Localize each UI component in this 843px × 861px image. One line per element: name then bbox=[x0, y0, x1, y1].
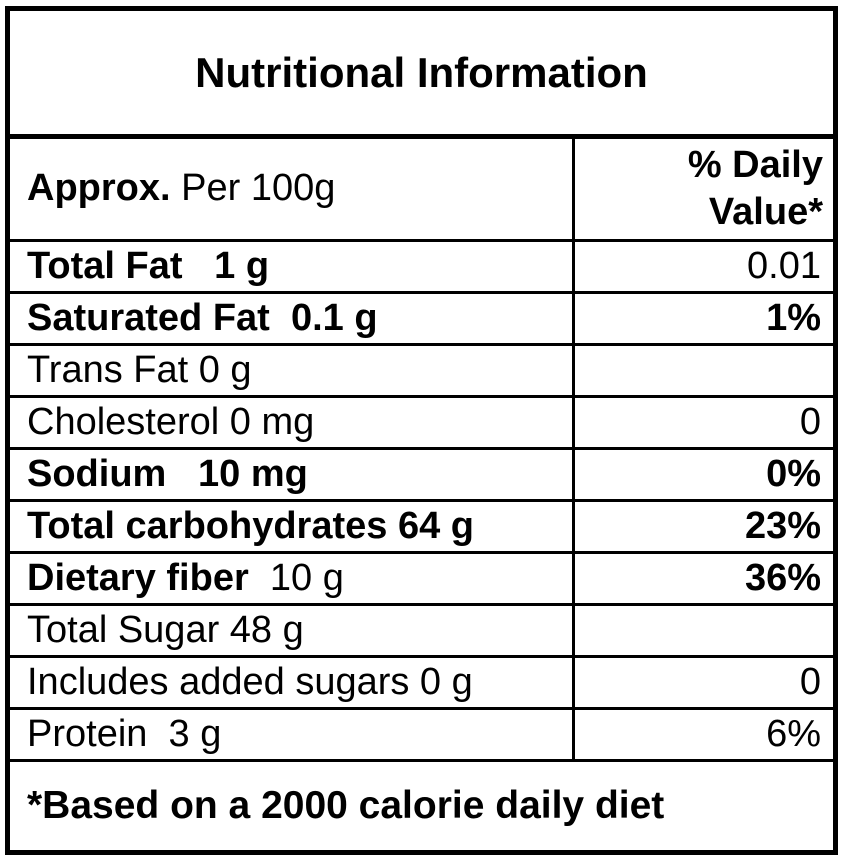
row-label-plain: 10 g bbox=[248, 556, 344, 599]
row-value: 0 bbox=[572, 658, 833, 707]
row-label-bold: Sodium 10 mg bbox=[27, 452, 308, 495]
header-daily-value: % Daily Value* bbox=[572, 139, 833, 239]
header-daily-value-text: % Daily Value* bbox=[687, 144, 833, 233]
label-title: Nutritional Information bbox=[10, 11, 833, 139]
row-label-bold: Dietary fiber bbox=[27, 556, 249, 599]
row-value: 0 bbox=[572, 398, 833, 447]
row-label-bold: Total carbohydrates 64 g bbox=[27, 504, 474, 547]
header-serving-label-rest: Per 100g bbox=[170, 167, 336, 210]
row-label-bold: Saturated Fat 0.1 g bbox=[27, 296, 378, 339]
row-label-plain: Total Sugar 48 g bbox=[27, 608, 304, 651]
table-row-added-sugars: Includes added sugars 0 g 0 bbox=[10, 658, 833, 710]
row-label-plain: Trans Fat 0 g bbox=[27, 348, 252, 391]
header-serving-label-bold: Approx. bbox=[27, 167, 171, 210]
row-label: Includes added sugars 0 g bbox=[10, 658, 572, 707]
row-label: Saturated Fat 0.1 g bbox=[10, 294, 572, 343]
header-row: Approx. Per 100g % Daily Value* bbox=[10, 139, 833, 242]
row-label: Protein 3 g bbox=[10, 710, 572, 759]
row-value: 6% bbox=[572, 710, 833, 759]
row-value: 1% bbox=[572, 294, 833, 343]
row-label: Total carbohydrates 64 g bbox=[10, 502, 572, 551]
row-label: Cholesterol 0 mg bbox=[10, 398, 572, 447]
row-label: Dietary fiber 10 g bbox=[10, 554, 572, 603]
table-row-saturated-fat: Saturated Fat 0.1 g 1% bbox=[10, 294, 833, 346]
row-value: 23% bbox=[572, 502, 833, 551]
nutrition-label: Nutritional Information Approx. Per 100g… bbox=[5, 6, 838, 855]
row-label-plain: Cholesterol 0 mg bbox=[27, 400, 315, 443]
row-value: 0.01 bbox=[572, 242, 833, 291]
header-serving-label: Approx. Per 100g bbox=[10, 139, 572, 239]
row-value: 0% bbox=[572, 450, 833, 499]
row-label: Total Sugar 48 g bbox=[10, 606, 572, 655]
row-value: 36% bbox=[572, 554, 833, 603]
table-row-total-fat: Total Fat 1 g 0.01 bbox=[10, 242, 833, 294]
table-row-sodium: Sodium 10 mg 0% bbox=[10, 450, 833, 502]
row-label: Total Fat 1 g bbox=[10, 242, 572, 291]
row-value bbox=[572, 346, 833, 395]
table-row-protein: Protein 3 g 6% bbox=[10, 710, 833, 762]
row-label-plain: Protein 3 g bbox=[27, 712, 222, 755]
row-label: Trans Fat 0 g bbox=[10, 346, 572, 395]
table-row-trans-fat: Trans Fat 0 g bbox=[10, 346, 833, 398]
row-value bbox=[572, 606, 833, 655]
footnote: *Based on a 2000 calorie daily diet bbox=[27, 784, 665, 827]
row-label: Sodium 10 mg bbox=[10, 450, 572, 499]
row-label-plain: Includes added sugars 0 g bbox=[27, 660, 473, 703]
table-row-total-sugar: Total Sugar 48 g bbox=[10, 606, 833, 658]
table-row-total-carbohydrates: Total carbohydrates 64 g 23% bbox=[10, 502, 833, 554]
table-row-cholesterol: Cholesterol 0 mg 0 bbox=[10, 398, 833, 450]
table-row-dietary-fiber: Dietary fiber 10 g 36% bbox=[10, 554, 833, 606]
row-label-bold: Total Fat 1 g bbox=[27, 244, 270, 287]
